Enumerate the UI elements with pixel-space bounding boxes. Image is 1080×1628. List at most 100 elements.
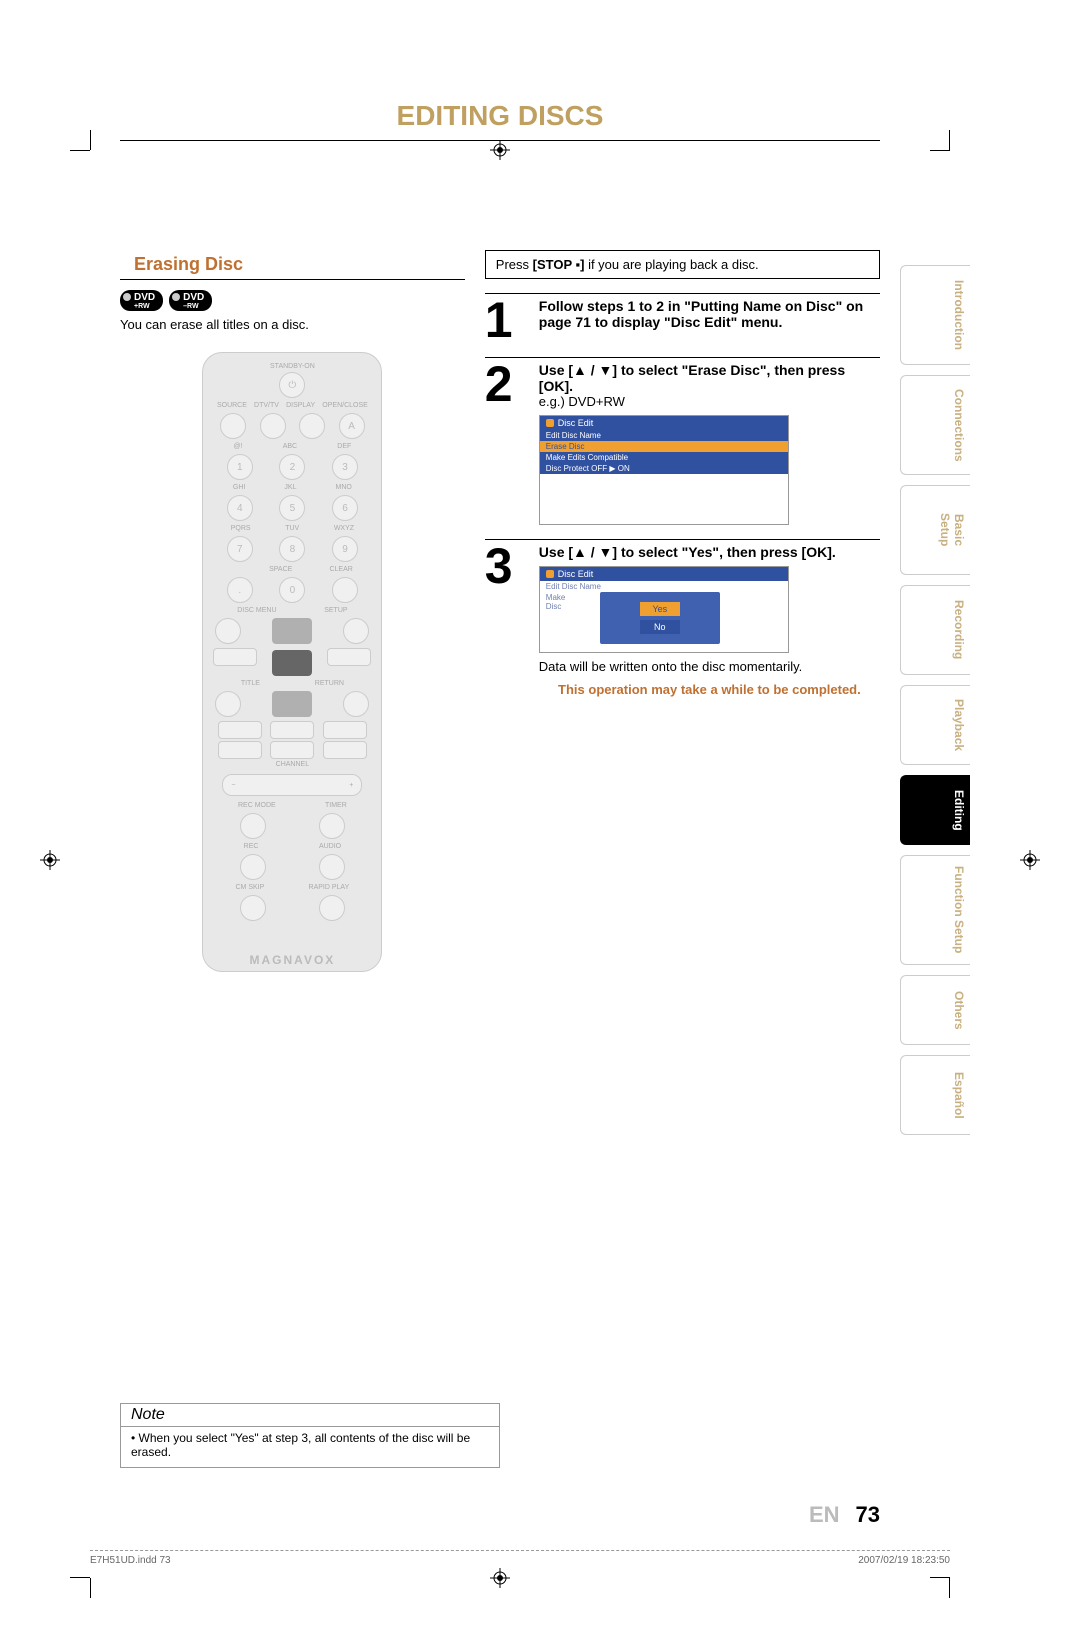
remote-button bbox=[319, 895, 345, 921]
remote-ok-button bbox=[272, 650, 312, 676]
remote-numpad-button: 8 bbox=[279, 536, 305, 562]
remote-label: REC MODE bbox=[238, 802, 276, 809]
registration-mark-icon bbox=[40, 850, 60, 870]
remote-label: STANDBY-ON bbox=[213, 363, 371, 370]
lang-code: EN bbox=[809, 1502, 840, 1527]
menu-item: Make Edits Compatible bbox=[540, 452, 788, 463]
remote-button bbox=[215, 618, 241, 644]
side-tab-basic-setup: Basic Setup bbox=[900, 485, 970, 575]
side-tab-introduction: Introduction bbox=[900, 265, 970, 365]
section-heading: Erasing Disc bbox=[120, 250, 465, 280]
step-instruction: Use [▲ / ▼] to select "Erase Disc", then… bbox=[539, 362, 845, 394]
remote-button bbox=[299, 413, 325, 439]
remote-button bbox=[270, 721, 314, 739]
step-number: 2 bbox=[485, 362, 533, 525]
menu-item: Disc Protect OFF ▶ ON bbox=[540, 463, 788, 474]
side-tabs: Introduction Connections Basic Setup Record… bbox=[900, 265, 970, 1145]
dvd-badges: DVD +RW DVD –RW bbox=[120, 290, 465, 311]
remote-numpad-button: 9 bbox=[332, 536, 358, 562]
step-instruction: Use [▲ / ▼] to select "Yes", then press … bbox=[539, 544, 836, 560]
footer: E7H51UD.indd 73 2007/02/19 18:23:50 bbox=[90, 1550, 950, 1566]
stop-note: Press [STOP ▪] if you are playing back a… bbox=[485, 250, 880, 279]
remote-channel-rocker: −+ bbox=[222, 774, 362, 796]
side-tab-playback: Playback bbox=[900, 685, 970, 765]
content-area: Erasing Disc DVD +RW DVD –RW You can era… bbox=[120, 250, 880, 992]
remote-label: TIMER bbox=[325, 802, 347, 809]
remote-label: DISPLAY bbox=[286, 402, 315, 409]
remote-label: MNO bbox=[336, 484, 352, 491]
intro-text: You can erase all titles on a disc. bbox=[120, 317, 465, 332]
option-no: No bbox=[640, 620, 680, 634]
side-tab-function-setup: Function Setup bbox=[900, 855, 970, 965]
note-box: Note • When you select "Yes" at step 3, … bbox=[120, 1403, 500, 1468]
remote-label: DISC MENU bbox=[237, 607, 276, 614]
option-yes: Yes bbox=[640, 602, 680, 616]
faded-item: Edit Disc Name bbox=[540, 581, 788, 592]
page-number: EN 73 bbox=[809, 1502, 880, 1528]
remote-label: CHANNEL bbox=[213, 761, 371, 768]
remote-control-illustration: STANDBY-ON ⏻ SOURCE DTV/TV DISPLAY OPEN/… bbox=[202, 352, 382, 972]
remote-label: OPEN/CLOSE bbox=[322, 402, 368, 409]
remote-label: AUDIO bbox=[319, 843, 341, 850]
remote-button bbox=[343, 618, 369, 644]
remote-numpad-button: 2 bbox=[279, 454, 305, 480]
remote-label: SPACE bbox=[269, 566, 292, 573]
note-title: Note bbox=[121, 1404, 499, 1427]
remote-label: GHI bbox=[233, 484, 245, 491]
remote-numpad-button bbox=[332, 577, 358, 603]
confirm-dialog-screenshot: Disc Edit Edit Disc Name Make Disc Yes N… bbox=[539, 566, 789, 653]
remote-numpad-button: . bbox=[227, 577, 253, 603]
remote-label: SOURCE bbox=[217, 402, 247, 409]
remote-screen bbox=[272, 618, 312, 644]
disc-edit-menu-screenshot: Disc Edit Edit Disc Name Erase Disc Make… bbox=[539, 415, 789, 525]
step-instruction: Follow steps 1 to 2 in "Putting Name on … bbox=[539, 298, 863, 330]
remote-button bbox=[240, 813, 266, 839]
menu-title: Disc Edit bbox=[540, 416, 788, 430]
page-number-value: 73 bbox=[856, 1502, 880, 1527]
remote-button bbox=[260, 413, 286, 439]
crop-mark bbox=[930, 1577, 950, 1578]
remote-button bbox=[240, 854, 266, 880]
remote-numpad-button: 0 bbox=[279, 577, 305, 603]
remote-label: @! bbox=[233, 443, 242, 450]
side-tab-español: Español bbox=[900, 1055, 970, 1135]
remote-button bbox=[220, 413, 246, 439]
remote-button bbox=[270, 741, 314, 759]
remote-button bbox=[323, 721, 367, 739]
step-after-text: Data will be written onto the disc momen… bbox=[539, 659, 880, 674]
remote-button bbox=[327, 648, 371, 666]
page-title: EDITING DISCS bbox=[120, 100, 880, 141]
crop-mark bbox=[70, 1577, 90, 1578]
crop-mark bbox=[930, 150, 950, 151]
dvd-badge-main: DVD bbox=[183, 292, 204, 303]
remote-label: RETURN bbox=[315, 680, 344, 687]
footer-left: E7H51UD.indd 73 bbox=[90, 1555, 171, 1566]
dvd-badge: DVD +RW bbox=[120, 290, 163, 311]
side-tab-recording: Recording bbox=[900, 585, 970, 675]
dvd-badge-main: DVD bbox=[134, 292, 155, 303]
left-column: Erasing Disc DVD +RW DVD –RW You can era… bbox=[120, 250, 485, 992]
side-tab-others: Others bbox=[900, 975, 970, 1045]
right-column: Press [STOP ▪] if you are playing back a… bbox=[485, 250, 880, 992]
remote-numpad-button: 1 bbox=[227, 454, 253, 480]
step-2: 2 Use [▲ / ▼] to select "Erase Disc", th… bbox=[485, 357, 880, 525]
remote-button bbox=[240, 895, 266, 921]
remote-numpad-button: 7 bbox=[227, 536, 253, 562]
remote-label: JKL bbox=[284, 484, 296, 491]
step-body: Follow steps 1 to 2 in "Putting Name on … bbox=[539, 298, 880, 343]
text-bold: [STOP ▪] bbox=[533, 257, 585, 272]
dvd-badge-sub: +RW bbox=[134, 303, 155, 310]
remote-numpad-button: 4 bbox=[227, 495, 253, 521]
standby-button-icon: ⏻ bbox=[279, 372, 305, 398]
remote-screen bbox=[272, 691, 312, 717]
crop-mark bbox=[90, 1578, 91, 1598]
remote-label: WXYZ bbox=[334, 525, 354, 532]
footer-right: 2007/02/19 18:23:50 bbox=[858, 1555, 950, 1566]
crop-mark bbox=[90, 130, 91, 150]
remote-numpad-button: 5 bbox=[279, 495, 305, 521]
side-tab-connections: Connections bbox=[900, 375, 970, 475]
remote-button bbox=[218, 741, 262, 759]
remote-button bbox=[215, 691, 241, 717]
remote-label: SETUP bbox=[324, 607, 347, 614]
registration-mark-icon bbox=[490, 1568, 510, 1588]
